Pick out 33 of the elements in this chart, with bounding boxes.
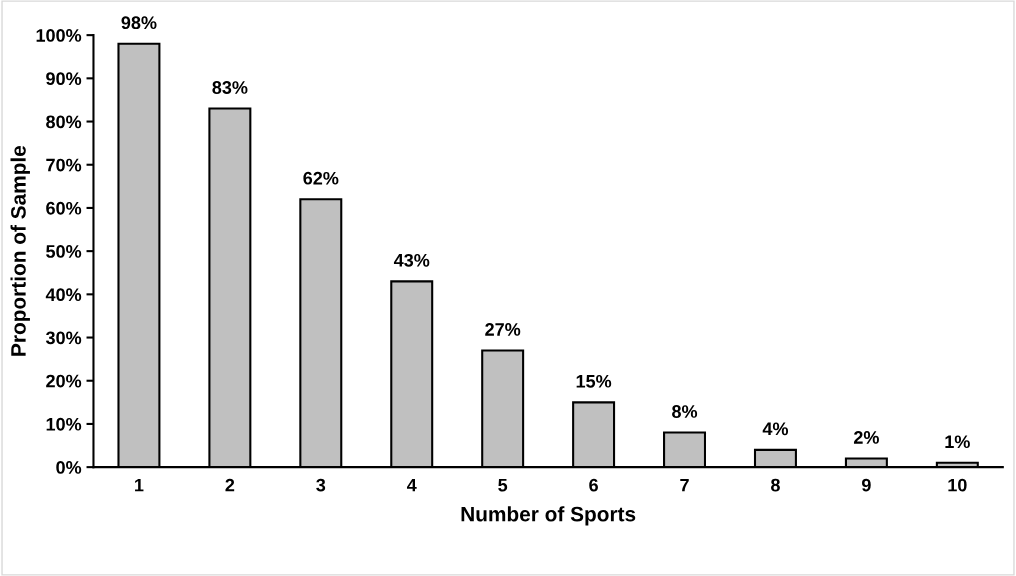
y-tick-label: 90%	[46, 72, 82, 86]
y-tick-label: 100%	[36, 29, 82, 42]
data-label: 2%	[853, 431, 879, 444]
data-label: 4%	[762, 422, 789, 436]
data-label: 83%	[212, 81, 248, 94]
y-tick-label: 60%	[46, 201, 82, 215]
x-tick-label: 5	[498, 478, 508, 492]
x-tick-label: 4	[406, 478, 417, 492]
x-axis-title: Number of Sports	[461, 506, 636, 526]
data-label: 98%	[121, 16, 157, 30]
x-tick-label: 10	[948, 478, 967, 492]
x-tick-label: 6	[589, 478, 598, 492]
x-tick-label: 3	[316, 478, 326, 492]
x-tick-label: 9	[862, 478, 871, 492]
data-label: 1%	[945, 435, 970, 449]
data-label: 15%	[576, 374, 612, 388]
data-label: 27%	[485, 323, 521, 336]
y-tick-label: 80%	[46, 115, 82, 129]
data-label: 43%	[393, 253, 430, 267]
x-tick-label: 7	[680, 478, 689, 492]
y-tick-label: 10%	[46, 417, 82, 431]
y-tick-label: 50%	[46, 245, 82, 258]
x-tick-label: 1	[135, 478, 144, 492]
y-tick-label: 20%	[46, 374, 82, 388]
y-axis-title: Proportion of Sample	[10, 145, 30, 356]
y-tick-label: 40%	[45, 288, 82, 302]
y-tick-label: 70%	[46, 158, 82, 172]
data-label: 62%	[303, 171, 339, 185]
x-tick-label: 8	[771, 478, 780, 492]
y-tick-label: 0%	[56, 461, 82, 474]
data-label: 8%	[672, 405, 698, 418]
x-tick-label: 2	[225, 478, 235, 492]
y-tick-label: 30%	[45, 331, 82, 345]
